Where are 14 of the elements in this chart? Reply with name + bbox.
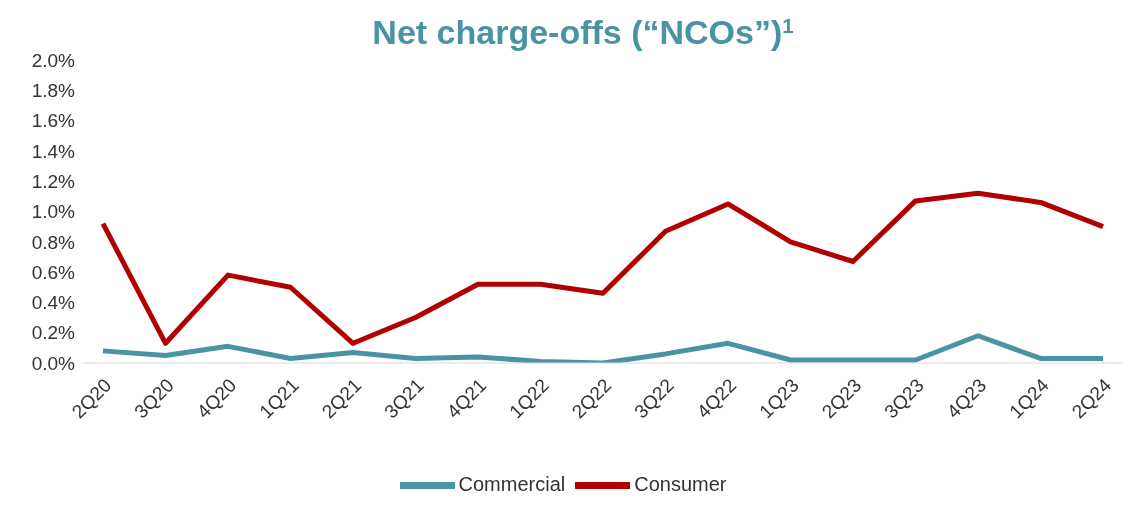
y-tick-label: 0.6%: [31, 261, 76, 283]
y-tick-label: 1.2%: [31, 170, 76, 192]
y-tick-label: 1.6%: [31, 110, 76, 132]
y-tick-label: 1.8%: [31, 80, 76, 102]
y-tick-label: 0.2%: [31, 322, 76, 344]
y-tick-label: 0.4%: [31, 292, 76, 314]
chart-title: Net charge-offs (“NCOs”)$^{1}$: [372, 13, 794, 51]
y-tick-label: 0.8%: [31, 231, 76, 253]
legend-label: Commercial: [458, 472, 566, 495]
y-tick-label: 1.0%: [31, 201, 76, 223]
y-tick-label: 0.0%: [31, 352, 76, 374]
legend-label: Consumer: [634, 472, 727, 495]
y-tick-label: 2.0%: [31, 49, 76, 71]
y-tick-label: 1.4%: [31, 140, 76, 162]
